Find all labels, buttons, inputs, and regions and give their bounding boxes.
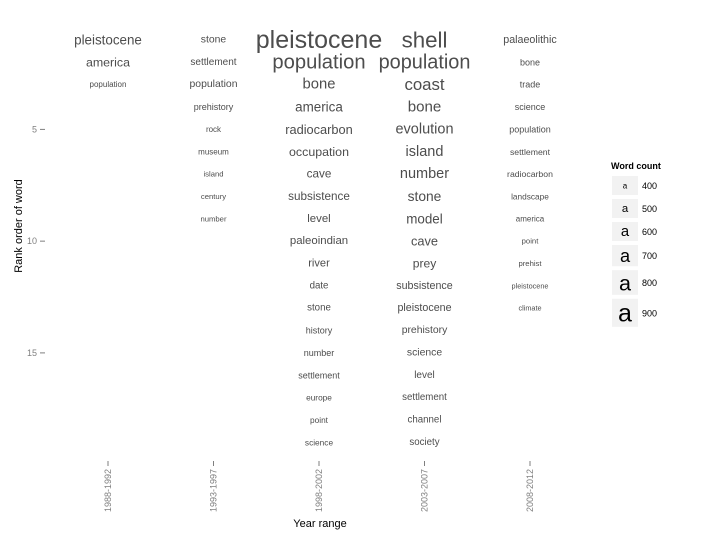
word-label: island bbox=[203, 170, 223, 179]
x-tick-label: 2003-2007 bbox=[420, 469, 430, 512]
y-tick-label: 15 bbox=[27, 348, 37, 358]
y-tick-label: 5 bbox=[32, 124, 37, 134]
word-label: bone bbox=[303, 77, 336, 93]
legend-label: 800 bbox=[642, 278, 657, 288]
word-label: bone bbox=[408, 99, 442, 116]
word-label: radiocarbon bbox=[285, 122, 353, 137]
legend-keys: a 400 a 500 a 600 a 700 a 800 a 900 bbox=[612, 176, 657, 327]
y-axis: 5 10 15 bbox=[27, 124, 45, 358]
legend: Word count a 400 a 500 a 600 a 700 a 800 a 900 bbox=[611, 161, 661, 327]
word-label: paleoindian bbox=[290, 235, 348, 247]
word-label: rock bbox=[206, 125, 222, 134]
y-tick-label: 10 bbox=[27, 236, 37, 246]
legend-key bbox=[612, 222, 638, 241]
legend-label: 900 bbox=[642, 308, 657, 318]
word-label: science bbox=[305, 437, 334, 447]
word-label: landscape bbox=[511, 191, 549, 201]
word-label: subsistence bbox=[396, 280, 452, 292]
word-label: population bbox=[272, 51, 365, 73]
word-label: model bbox=[406, 211, 442, 226]
word-label: prehistory bbox=[194, 102, 234, 112]
word-label: number bbox=[400, 166, 449, 182]
word-label: science bbox=[515, 102, 546, 112]
word-label: point bbox=[310, 415, 329, 425]
word-label: century bbox=[201, 192, 226, 201]
x-tick-label: 1993-1997 bbox=[209, 469, 219, 512]
legend-glyph: a bbox=[623, 182, 628, 191]
word-label: climate bbox=[518, 304, 541, 313]
x-tick-label: 1998-2002 bbox=[314, 469, 324, 512]
legend-key bbox=[612, 199, 638, 218]
legend-key bbox=[612, 245, 638, 267]
word-label: settlement bbox=[298, 370, 340, 380]
word-label: population bbox=[379, 51, 471, 73]
legend-label: 700 bbox=[642, 251, 657, 261]
word-label: number bbox=[304, 348, 335, 358]
word-label: coast bbox=[404, 75, 444, 94]
word-label: society bbox=[409, 437, 439, 448]
word-label: prey bbox=[413, 257, 437, 271]
word-label: palaeolithic bbox=[503, 34, 557, 46]
y-axis-title: Rank order of word bbox=[13, 179, 25, 273]
legend-glyph: a bbox=[618, 299, 632, 327]
word-label: america bbox=[295, 100, 343, 115]
word-label: america bbox=[516, 214, 545, 223]
legend-label: 600 bbox=[642, 227, 657, 237]
word-label: prehist bbox=[518, 259, 542, 268]
word-label: science bbox=[407, 347, 442, 358]
x-tick-label: 2008-2012 bbox=[525, 469, 535, 512]
word-label: cave bbox=[307, 168, 332, 181]
word-label: settlement bbox=[190, 57, 236, 68]
word-label: shell bbox=[402, 28, 448, 53]
word-label: population bbox=[90, 80, 127, 89]
word-label: trade bbox=[520, 80, 541, 90]
word-label: settlement bbox=[510, 147, 551, 157]
word-label: stone bbox=[307, 303, 331, 314]
word-label: date bbox=[310, 280, 329, 291]
word-label: stone bbox=[408, 189, 442, 204]
word-label: number bbox=[200, 214, 227, 223]
word-label: point bbox=[522, 237, 540, 246]
word-label: radiocarbon bbox=[507, 169, 553, 179]
word-label: bone bbox=[520, 57, 540, 67]
word-label: river bbox=[308, 258, 330, 270]
word-label: level bbox=[307, 213, 330, 225]
word-label: pleistocene bbox=[512, 281, 549, 290]
word-label: island bbox=[406, 144, 444, 160]
legend-key bbox=[612, 270, 638, 295]
legend-glyph: a bbox=[620, 246, 631, 266]
legend-glyph: a bbox=[619, 271, 632, 296]
word-label: stone bbox=[201, 35, 227, 46]
word-label: museum bbox=[198, 147, 229, 156]
word-label: history bbox=[306, 326, 333, 336]
word-label: america bbox=[86, 55, 130, 69]
legend-key bbox=[612, 298, 638, 327]
word-label: level bbox=[414, 370, 435, 381]
legend-title: Word count bbox=[611, 161, 661, 171]
word-label: pleistocene bbox=[74, 33, 142, 48]
word-marks: pleistocene america population stone settlem… bbox=[74, 26, 557, 448]
word-label: cave bbox=[411, 234, 438, 249]
word-label: pleistocene bbox=[397, 302, 451, 314]
legend-key bbox=[612, 176, 638, 195]
word-label: subsistence bbox=[288, 190, 350, 203]
x-axis-title: Year range bbox=[293, 518, 346, 530]
word-label: occupation bbox=[289, 145, 349, 159]
legend-label: 400 bbox=[642, 181, 657, 191]
word-label: evolution bbox=[395, 121, 453, 137]
word-label: prehistory bbox=[402, 325, 448, 336]
word-label: channel bbox=[408, 414, 442, 425]
word-label: settlement bbox=[402, 392, 447, 403]
legend-label: 500 bbox=[642, 204, 657, 214]
word-label: europe bbox=[306, 393, 332, 403]
legend-glyph: a bbox=[622, 203, 629, 215]
word-label: population bbox=[190, 79, 238, 90]
word-label: pleistocene bbox=[256, 26, 382, 54]
word-label: population bbox=[509, 124, 551, 134]
x-tick-label: 1988-1992 bbox=[103, 469, 113, 512]
legend-glyph: a bbox=[621, 224, 630, 240]
x-axis: 1988-1992 1993-1997 1998-2002 2003-2007 2008… bbox=[103, 461, 535, 512]
